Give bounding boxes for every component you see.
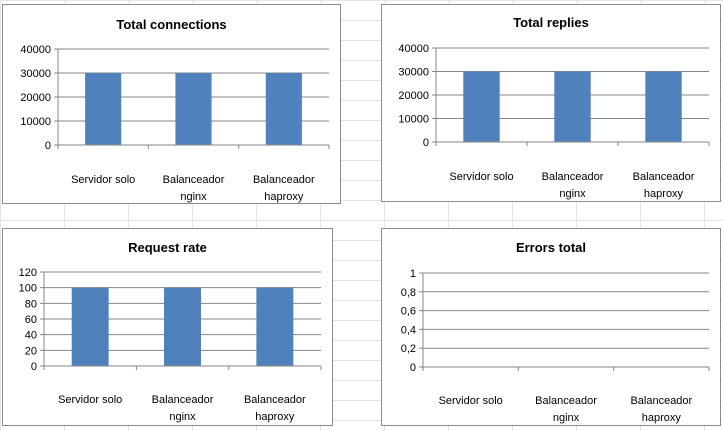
y-tick-label: 0 [423, 137, 429, 149]
x-tick-label: Balanceador nginx [152, 394, 214, 423]
y-tick-label: 30000 [398, 67, 429, 79]
chart-title: Errors total [515, 240, 587, 255]
x-tick-label: Balanceador nginx [542, 171, 604, 200]
bar [463, 71, 500, 142]
x-tick-label: Servidor solo [71, 174, 135, 186]
x-tick-label: Servidor solo [439, 395, 503, 407]
y-tick-label: 20000 [398, 90, 429, 102]
y-tick-label: 80 [25, 298, 37, 310]
bar [71, 287, 109, 366]
x-tick-label: Servidor solo [449, 171, 513, 183]
x-tick-label: Balanceador haproxy [244, 394, 306, 423]
y-tick-label: 120 [19, 267, 37, 279]
y-tick-label: 40 [25, 330, 37, 342]
bar [554, 71, 591, 142]
bar [175, 73, 212, 145]
y-tick-label: 0,8 [401, 287, 416, 299]
y-tick-label: 60 [25, 314, 37, 326]
chart-errors-total[interactable]: Errors total 0 0,2 0,4 0,6 0,8 1 Servidor solo… [381, 228, 721, 426]
chart-plot: 0 10000 20000 30000 40000 Servidor solo Balanc… [20, 44, 330, 203]
y-tick-label: 40000 [398, 43, 429, 55]
chart-plot: 0 20 40 60 80 100 120 Servidor solo Balanceador n… [19, 267, 322, 423]
y-tick-label: 10000 [20, 116, 51, 128]
chart-title: Total replies [513, 15, 589, 30]
y-tick-label: 1 [410, 268, 416, 280]
y-tick-label: 0 [410, 362, 416, 374]
y-tick-label: 20 [25, 345, 37, 357]
chart-total-replies[interactable]: Total replies 0 10000 20000 30000 40000 Servi… [381, 4, 721, 202]
chart-title: Total connections [116, 17, 227, 32]
x-tick-label: Balanceador haproxy [630, 395, 692, 424]
y-tick-label: 0 [31, 361, 37, 373]
y-tick-label: 0,2 [401, 343, 416, 355]
chart-plot: 0 10000 20000 30000 40000 Servidor solo Balanc… [398, 43, 710, 200]
y-tick-label: 100 [19, 283, 37, 295]
x-tick-label: Balanceador haproxy [253, 174, 315, 203]
bar [645, 71, 682, 142]
chart-total-connections[interactable]: Total connections 0 10000 20000 30000 40000 S… [2, 4, 341, 204]
x-tick-label: Balanceador nginx [163, 174, 225, 203]
y-tick-label: 10000 [398, 114, 429, 126]
y-tick-label: 0 [45, 140, 51, 152]
bar [85, 73, 122, 145]
bar [256, 287, 294, 366]
y-tick-label: 0,4 [401, 324, 416, 336]
x-tick-label: Balanceador nginx [535, 395, 597, 424]
bar [265, 73, 302, 145]
chart-request-rate[interactable]: Request rate 0 20 40 60 80 100 120 Servidor sol… [2, 228, 333, 426]
x-tick-label: Balanceador haproxy [633, 171, 695, 200]
y-tick-label: 20000 [20, 92, 51, 104]
y-tick-label: 40000 [20, 44, 51, 56]
y-tick-label: 30000 [20, 68, 51, 80]
x-tick-label: Servidor solo [58, 394, 122, 406]
chart-plot: 0 0,2 0,4 0,6 0,8 1 Servidor solo Balanceador ng… [401, 268, 710, 424]
chart-title: Request rate [128, 240, 207, 255]
y-tick-label: 0,6 [401, 306, 416, 318]
bar [164, 287, 201, 366]
